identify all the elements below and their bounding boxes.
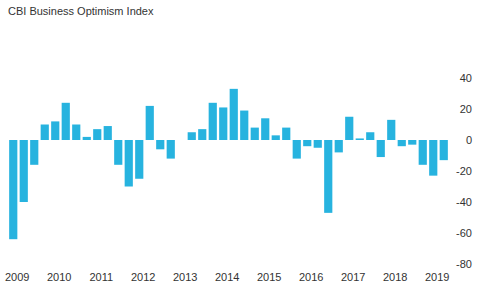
bar — [251, 128, 259, 140]
bar — [429, 140, 437, 176]
y-tick — [453, 171, 455, 172]
bar — [219, 107, 227, 140]
bar — [83, 137, 91, 140]
bar — [345, 117, 353, 140]
bar — [156, 140, 164, 149]
y-tick — [453, 109, 455, 110]
y-tick-label: 40 — [460, 72, 472, 84]
chart: CBI Business Optimism Index -80 -60 -40 -20 0… — [0, 0, 480, 293]
bar — [135, 140, 143, 179]
bar — [356, 138, 364, 140]
bar — [188, 132, 196, 140]
y-tick-label: -20 — [456, 165, 472, 177]
bar — [387, 120, 395, 140]
bar — [440, 140, 448, 160]
bar — [125, 140, 133, 187]
y-tick-label: -80 — [456, 258, 472, 270]
bar — [377, 140, 385, 157]
x-tick-label: 2009 — [5, 271, 29, 283]
x-tick-label: 2016 — [299, 271, 323, 283]
bar — [167, 140, 175, 159]
x-tick-label: 2019 — [425, 271, 449, 283]
x-tick-label: 2017 — [341, 271, 365, 283]
y-tick-label: 20 — [460, 103, 472, 115]
bar — [408, 140, 416, 145]
y-tick — [453, 264, 455, 265]
bar — [419, 140, 427, 165]
bar — [230, 89, 238, 140]
y-tick-label: -40 — [456, 196, 472, 208]
x-tick-label: 2012 — [131, 271, 155, 283]
bar — [366, 132, 374, 140]
title: CBI Business Optimism Index — [8, 5, 154, 17]
y-tick — [453, 233, 455, 234]
bar — [146, 106, 154, 140]
bar — [51, 121, 59, 140]
x-tick-label: 2018 — [383, 271, 407, 283]
bar — [261, 118, 269, 140]
bar — [30, 140, 38, 165]
bar — [398, 140, 406, 146]
bar — [104, 126, 112, 140]
x-tick-label: 2013 — [173, 271, 197, 283]
bar — [114, 140, 122, 165]
bar — [209, 103, 217, 140]
bar — [62, 103, 70, 140]
bar — [198, 129, 206, 140]
bar — [282, 128, 290, 140]
y-tick-label: -60 — [456, 227, 472, 239]
chart-container: CBI Business Optimism Index -80 -60 -40 -20 0… — [0, 0, 480, 293]
y-tick — [453, 140, 455, 141]
bar — [272, 135, 280, 140]
bar — [335, 140, 343, 152]
bar — [240, 111, 248, 140]
bars — [9, 89, 448, 239]
bar — [41, 125, 49, 141]
x-tick-label: 2015 — [257, 271, 281, 283]
bar — [9, 140, 17, 239]
bar — [93, 129, 101, 140]
x-tick-label: 2014 — [215, 271, 239, 283]
x-tick-label: 2011 — [89, 271, 113, 283]
bar — [177, 140, 185, 141]
bar — [303, 140, 311, 146]
y-tick — [453, 202, 455, 203]
y-tick-label: 0 — [466, 134, 472, 146]
bar — [20, 140, 28, 202]
x-tick-label: 2010 — [47, 271, 71, 283]
bar — [314, 140, 322, 148]
y-tick — [453, 78, 455, 79]
bar — [293, 140, 301, 159]
bar — [72, 125, 80, 141]
bar — [324, 140, 332, 213]
